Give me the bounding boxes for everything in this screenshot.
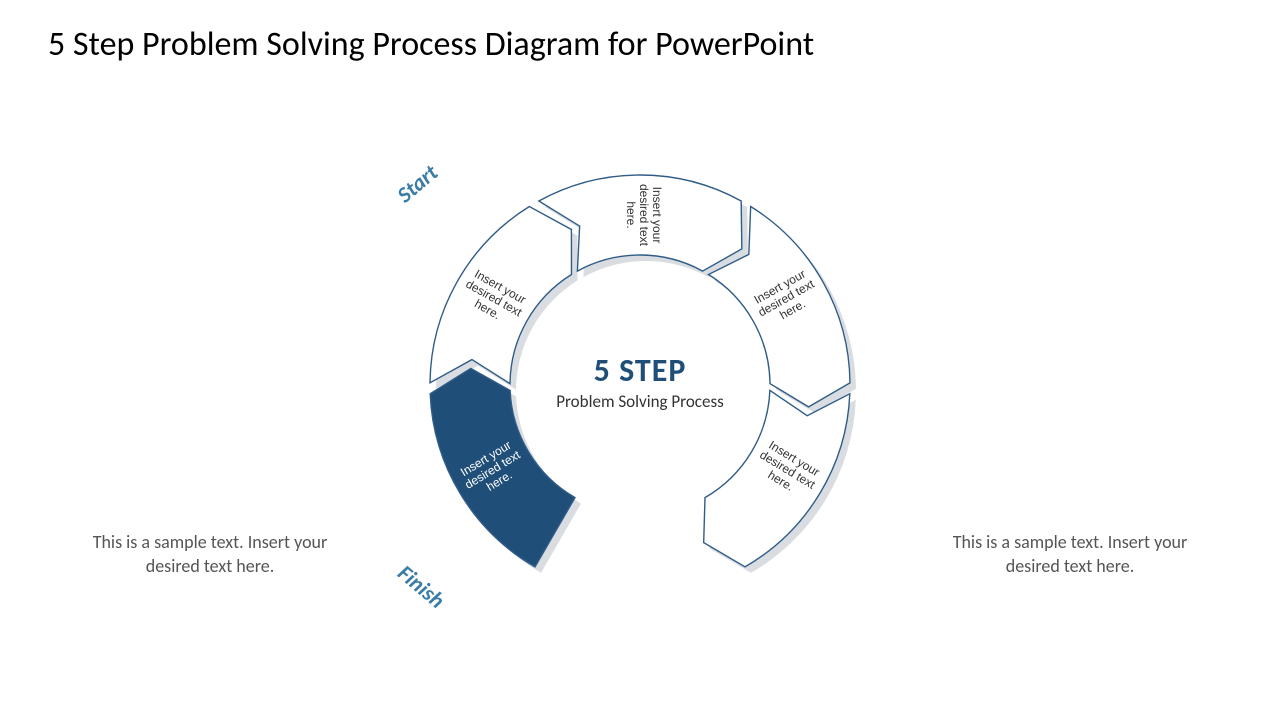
svg-text:desired text: desired text bbox=[637, 184, 651, 247]
center-sub: Problem Solving Process bbox=[556, 392, 724, 412]
svg-text:Insert your: Insert your bbox=[650, 187, 664, 244]
process-diagram: Insert yourdesired texthere.Insert yourd… bbox=[400, 115, 880, 655]
svg-text:here.: here. bbox=[624, 201, 638, 228]
center-main: 5 STEP bbox=[556, 351, 724, 390]
center-label: 5 STEP Problem Solving Process bbox=[556, 351, 724, 412]
sample-text-right: This is a sample text. Insert your desir… bbox=[930, 530, 1210, 579]
sample-text-left: This is a sample text. Insert your desir… bbox=[70, 530, 350, 579]
page-title: 5 Step Problem Solving Process Diagram f… bbox=[48, 24, 814, 65]
